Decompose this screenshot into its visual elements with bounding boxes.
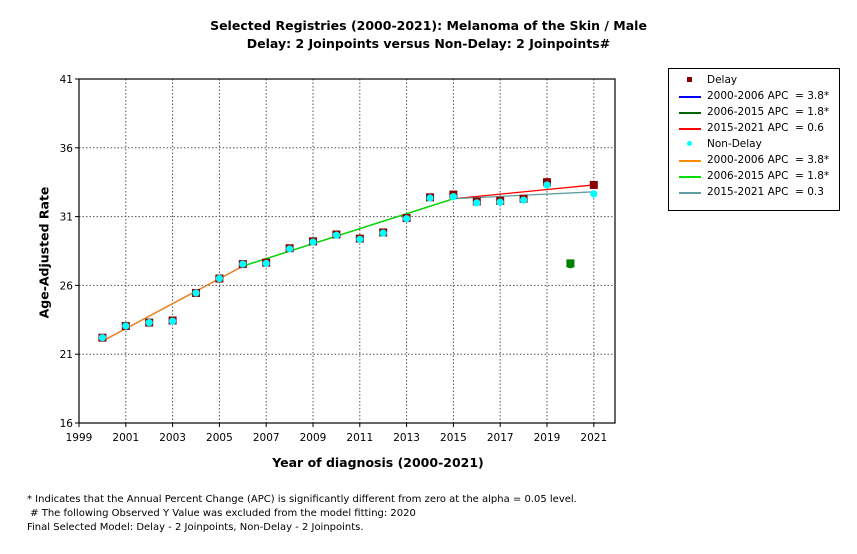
y-tick-label: 21 <box>60 349 73 361</box>
non-delay-point <box>473 199 481 207</box>
footnote-excluded: # The following Observed Y Value was exc… <box>27 508 416 519</box>
non-delay-point <box>215 274 223 283</box>
non-delay-point <box>145 318 153 327</box>
legend-line-swatch <box>679 160 701 162</box>
non-delay-point <box>496 198 504 206</box>
non-delay-point <box>122 322 130 330</box>
non-delay-point <box>286 245 294 253</box>
non-delay-point <box>520 196 528 204</box>
legend-item: Delay <box>669 73 839 89</box>
legend-item: Non-Delay <box>669 137 839 153</box>
x-tick-label: 2015 <box>440 432 467 444</box>
x-tick-label: 2013 <box>393 432 420 444</box>
non-delay-point <box>239 260 247 268</box>
non-delay-point <box>426 194 434 202</box>
chart-title: Selected Registries (2000-2021): Melanom… <box>210 18 647 33</box>
non-delay-point <box>332 231 340 239</box>
non-delay-point <box>566 261 574 269</box>
legend: Delay 2000-2006 APC = 3.8* 2006-2015 APC =… <box>668 68 840 211</box>
x-tick-label: 2005 <box>206 432 233 444</box>
legend-item: 2015-2021 APC = 0.3 <box>669 185 839 201</box>
non-delay-point <box>543 181 551 189</box>
legend-label: 2000-2006 APC = 3.8* <box>707 154 830 166</box>
delay-point <box>589 180 598 189</box>
y-tick-label: 16 <box>60 418 74 430</box>
non-delay-point <box>590 190 598 198</box>
grid-lines <box>79 79 615 423</box>
x-tick-label: 2019 <box>534 432 561 444</box>
legend-item: 2000-2006 APC = 3.8* <box>669 153 839 169</box>
x-tick-label: 1999 <box>66 432 93 444</box>
non-delay-point <box>309 238 317 246</box>
x-tick-label: 2021 <box>580 432 607 444</box>
y-tick-label: 36 <box>60 143 74 155</box>
legend-marker-swatch <box>687 141 692 146</box>
chart-subtitle: Delay: 2 Joinpoints versus Non-Delay: 2 … <box>246 36 611 51</box>
non-delay-point <box>169 317 177 325</box>
fit-line-non-delay <box>242 198 454 267</box>
legend-item: 2006-2015 APC = 1.8* <box>669 169 839 185</box>
non-delay-point <box>449 193 457 201</box>
legend-item: 2006-2015 APC = 1.8* <box>669 105 839 121</box>
y-tick-label: 41 <box>60 74 73 86</box>
y-tick-label: 31 <box>60 212 73 224</box>
y-tick-label: 26 <box>60 280 74 292</box>
plot-frame <box>78 78 616 424</box>
non-delay-point <box>98 334 106 342</box>
legend-line-swatch <box>679 176 701 178</box>
legend-label: 2000-2006 APC = 3.8* <box>707 90 830 102</box>
fit-line-delay <box>453 184 594 200</box>
legend-item: 2015-2021 APC = 0.6 <box>669 121 839 137</box>
x-tick-label: 2007 <box>253 432 280 444</box>
legend-label: 2015-2021 APC = 0.3 <box>707 186 824 198</box>
legend-item: 2000-2006 APC = 3.8* <box>669 89 839 105</box>
legend-label: Delay <box>707 74 738 86</box>
axis-ticks: 16 21 26 31 36 41 1999 2001 2003 2005 2007 2009 2011… <box>60 74 608 444</box>
legend-line-swatch <box>679 96 701 98</box>
legend-line-swatch <box>679 128 701 130</box>
legend-label: 2015-2021 APC = 0.6 <box>707 122 824 134</box>
legend-label: Non-Delay <box>707 138 762 150</box>
legend-marker-swatch <box>687 77 692 82</box>
x-tick-label: 2009 <box>300 432 327 444</box>
non-delay-point <box>262 259 270 267</box>
legend-line-swatch <box>679 192 701 194</box>
legend-label: 2006-2015 APC = 1.8* <box>707 106 830 118</box>
x-tick-label: 2001 <box>112 432 139 444</box>
legend-line-swatch <box>679 112 701 114</box>
y-axis-title: Age-Adjusted Rate <box>36 186 52 319</box>
footnote-significance: * Indicates that the Annual Percent Chan… <box>27 494 577 505</box>
non-delay-point <box>192 289 200 297</box>
x-tick-label: 2017 <box>487 432 514 444</box>
non-delay-point <box>356 235 364 243</box>
data-points <box>98 178 598 342</box>
x-axis-title: Year of diagnosis (2000-2021) <box>272 455 484 470</box>
legend-label: 2006-2015 APC = 1.8* <box>707 170 830 182</box>
footnote-final-model: Final Selected Model: Delay - 2 Joinpoin… <box>27 522 364 533</box>
x-tick-label: 2011 <box>346 432 373 444</box>
non-delay-point <box>379 229 387 237</box>
x-tick-label: 2003 <box>159 432 186 444</box>
non-delay-point <box>403 215 411 223</box>
